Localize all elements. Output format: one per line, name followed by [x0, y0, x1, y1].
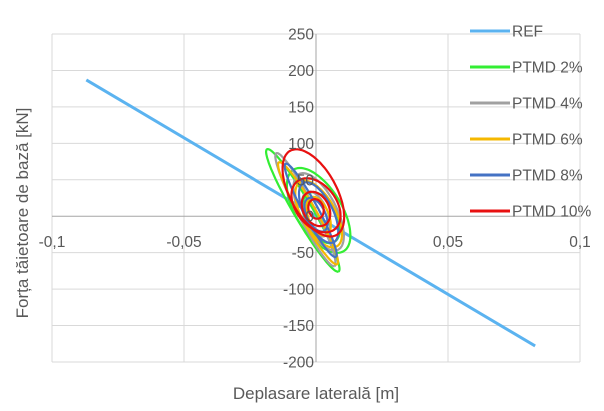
hysteresis-loop — [303, 196, 329, 233]
y-tick-label: 0 — [305, 209, 314, 226]
x-tick-label: -0,05 — [166, 234, 201, 251]
legend-label: PTMD 6% — [512, 132, 583, 149]
legend-label: REF — [512, 24, 543, 41]
y-tick-label: 150 — [288, 99, 314, 116]
x-axis-title: Deplasare laterală [m] — [233, 384, 399, 403]
hysteresis-loop — [297, 181, 340, 244]
hysteresis-loop — [290, 177, 342, 234]
y-tick-label: -200 — [283, 355, 314, 372]
y-tick-label: 200 — [288, 63, 314, 80]
legend-label: PTMD 10% — [512, 204, 591, 221]
x-tick-label: 0,1 — [569, 234, 591, 251]
y-tick-label: 100 — [288, 136, 314, 153]
y-tick-label: 50 — [297, 172, 315, 189]
hysteresis-loop — [281, 148, 346, 238]
hysteresis-loop — [300, 190, 332, 228]
series-ptmd-10- — [281, 148, 346, 238]
y-tick-label: 250 — [288, 27, 314, 44]
y-tick-label: -100 — [283, 282, 314, 299]
legend: REF PTMD 2% PTMD 4% PTMD 6% PTMD 8% PTMD 10% — [470, 24, 591, 221]
y-tick-label: -50 — [292, 245, 315, 262]
tick-labels: 250 200 150 100 50 0 -50 -100 -150 -200 -0,1 -0,05 0… — [39, 27, 591, 372]
y-axis-title: Forța tăietoare de bază [kN] — [13, 108, 32, 319]
legend-label: PTMD 8% — [512, 168, 583, 185]
legend-label: PTMD 4% — [512, 96, 583, 113]
hysteresis-loop — [307, 198, 325, 220]
series-layer — [85, 78, 536, 348]
x-tick-label: 0,05 — [433, 234, 463, 251]
x-tick-label: -0,1 — [39, 234, 66, 251]
y-tick-label: -150 — [283, 318, 314, 335]
legend-label: PTMD 2% — [512, 60, 583, 77]
